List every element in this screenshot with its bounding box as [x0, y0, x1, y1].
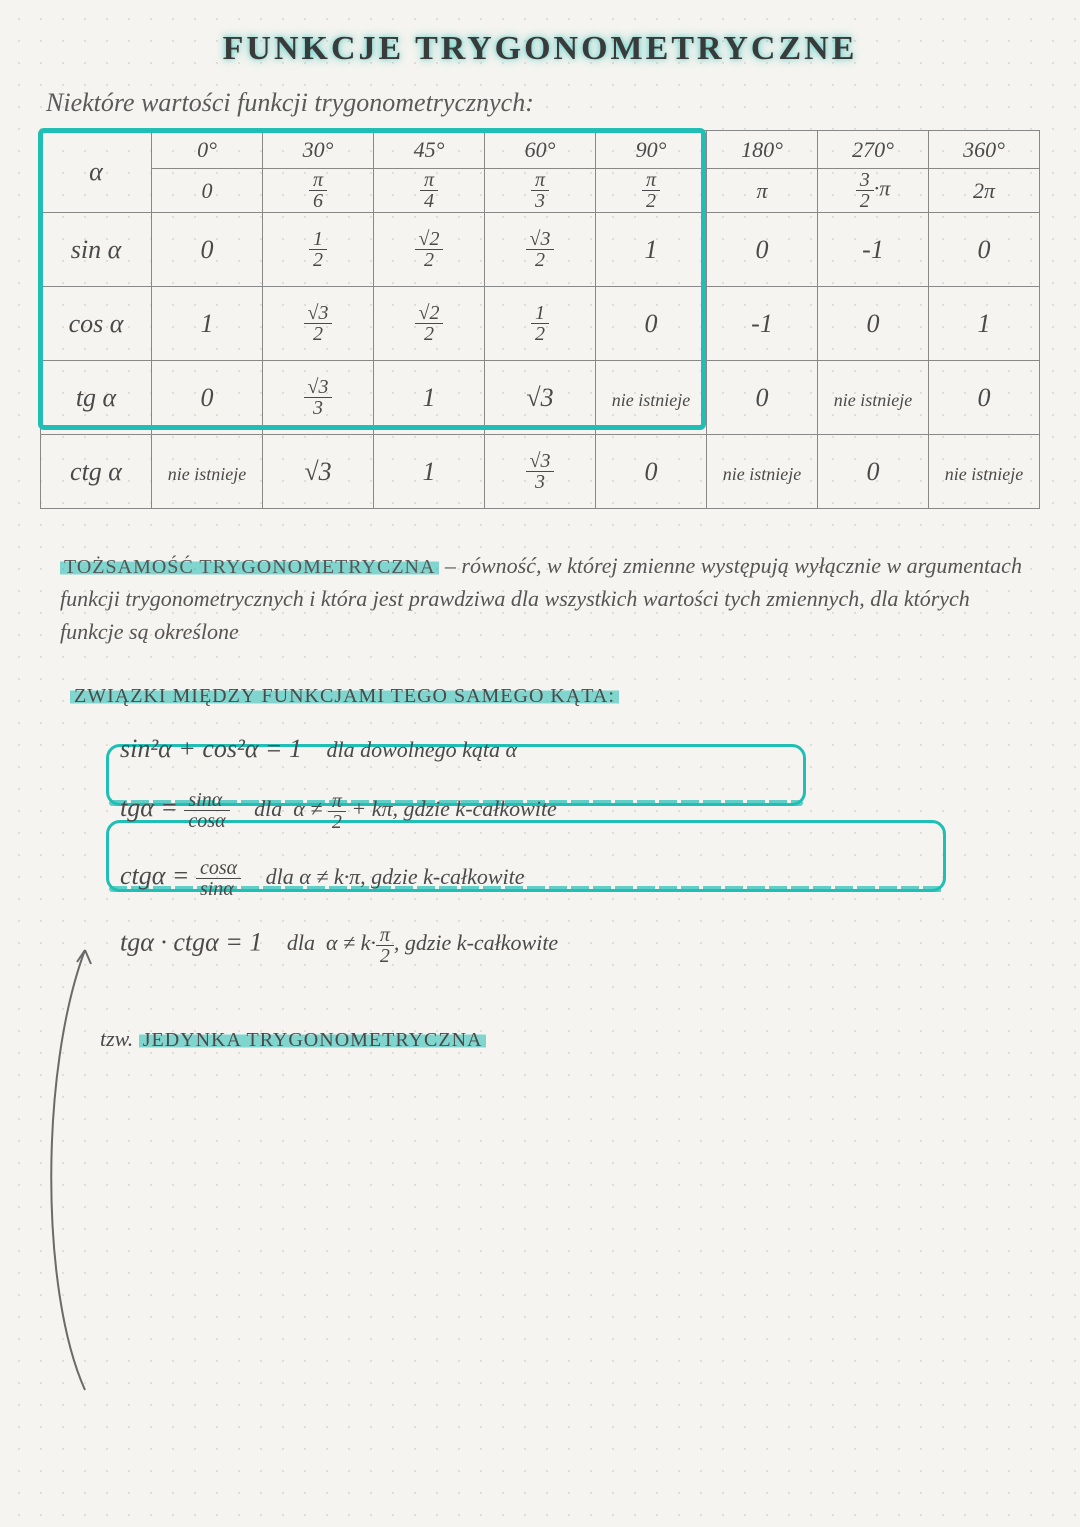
cos-0: 1	[152, 287, 263, 361]
sin-270: -1	[818, 213, 929, 287]
definition-paragraph: TOŻSAMOŚĆ TRYGONOMETRYCZNA – równość, w …	[60, 549, 1030, 648]
rad-4: π2	[596, 169, 707, 213]
formula-3-cond: dla α ≠ k·π, gdzie k-całkowite	[266, 864, 525, 889]
cos-360: 1	[929, 287, 1040, 361]
footnote-hl: JEDYNKA TRYGONOMETRYCZNA	[139, 1029, 487, 1051]
row-sin: sin α 0 12 √22 √32 1 0 -1 0	[41, 213, 1040, 287]
arrow-to-identity	[30, 930, 120, 1400]
rad-5: π	[707, 169, 818, 213]
sin-45: √22	[374, 213, 485, 287]
formulas-block: sin²α + cos²α = 1 dla dowolnego kąta α t…	[120, 734, 1040, 966]
sin-30: 12	[263, 213, 374, 287]
label-cos: cos α	[41, 287, 152, 361]
footnote: tzw. JEDYNKA TRYGONOMETRYCZNA	[100, 1026, 1040, 1052]
tg-60: √3	[485, 361, 596, 435]
cos-30: √32	[263, 287, 374, 361]
sin-60: √32	[485, 213, 596, 287]
rad-1: π6	[263, 169, 374, 213]
ctg-30: √3	[263, 435, 374, 509]
tg-360: 0	[929, 361, 1040, 435]
ctg-0: nie istnieje	[152, 435, 263, 509]
row-ctg: ctg α nie istnieje √3 1 √33 0 nie istnie…	[41, 435, 1040, 509]
deg-270: 270°	[818, 131, 929, 169]
rad-7: 2π	[929, 169, 1040, 213]
deg-180: 180°	[707, 131, 818, 169]
row-tg: tg α 0 √33 1 √3 nie istnieje 0 nie istni…	[41, 361, 1040, 435]
deg-60: 60°	[485, 131, 596, 169]
footnote-prefix: tzw.	[100, 1026, 139, 1051]
cos-270: 0	[818, 287, 929, 361]
formula-2: tgα = sinαcosα dla α ≠ π2 + kπ, gdzie k-…	[120, 790, 1040, 832]
ctg-90: 0	[596, 435, 707, 509]
subtitle: Niektóre wartości funkcji trygonometrycz…	[46, 88, 1040, 118]
label-sin: sin α	[41, 213, 152, 287]
section-relations-title: ZWIĄZKI MIĘDZY FUNKCJAMI TEGO SAMEGO KĄT…	[70, 682, 1040, 708]
label-tg: tg α	[41, 361, 152, 435]
tg-0: 0	[152, 361, 263, 435]
tg-270: nie istnieje	[818, 361, 929, 435]
formula-4-cond: dla α ≠ k·π2, gdzie k-całkowite	[287, 930, 558, 955]
formula-4: tgα · ctgα = 1 dla α ≠ k·π2, gdzie k-cał…	[120, 925, 1040, 966]
formula-3-eq: ctgα = cosαsinα	[120, 861, 241, 890]
tg-180: 0	[707, 361, 818, 435]
ctg-360: nie istnieje	[929, 435, 1040, 509]
page-title: FUNKCJE TRYGONOMETRYCZNE	[40, 30, 1040, 68]
rad-6: 32·π	[818, 169, 929, 213]
row-cos: cos α 1 √32 √22 12 0 -1 0 1	[41, 287, 1040, 361]
rad-0: 0	[152, 169, 263, 213]
formula-2-eq: tgα = sinαcosα	[120, 793, 230, 822]
deg-90: 90°	[596, 131, 707, 169]
formula-1-cond: dla dowolnego kąta α	[326, 737, 517, 762]
deg-360: 360°	[929, 131, 1040, 169]
row-degrees: α 0° 30° 45° 60° 90° 180° 270° 360°	[41, 131, 1040, 169]
rad-2: π4	[374, 169, 485, 213]
formula-1: sin²α + cos²α = 1 dla dowolnego kąta α	[120, 734, 1040, 764]
alpha-header: α	[41, 131, 152, 213]
sin-90: 1	[596, 213, 707, 287]
sin-0: 0	[152, 213, 263, 287]
formula-2-cond: dla α ≠ π2 + kπ, gdzie k-całkowite	[254, 796, 557, 821]
definition-term: TOŻSAMOŚĆ TRYGONOMETRYCZNA	[60, 556, 439, 578]
ctg-270: 0	[818, 435, 929, 509]
formula-1-eq: sin²α + cos²α = 1	[120, 734, 302, 763]
formula-4-eq: tgα · ctgα = 1	[120, 927, 262, 956]
deg-0: 0°	[152, 131, 263, 169]
trig-table-wrapper: α 0° 30° 45° 60° 90° 180° 270° 360° 0 π6…	[40, 130, 1040, 509]
formula-3: ctgα = cosαsinα dla α ≠ k·π, gdzie k-cał…	[120, 858, 1040, 899]
cos-60: 12	[485, 287, 596, 361]
cos-180: -1	[707, 287, 818, 361]
sin-180: 0	[707, 213, 818, 287]
ctg-45: 1	[374, 435, 485, 509]
rad-3: π3	[485, 169, 596, 213]
trig-values-table: α 0° 30° 45° 60° 90° 180° 270° 360° 0 π6…	[40, 130, 1040, 509]
tg-90: nie istnieje	[596, 361, 707, 435]
deg-45: 45°	[374, 131, 485, 169]
deg-30: 30°	[263, 131, 374, 169]
tg-30: √33	[263, 361, 374, 435]
label-ctg: ctg α	[41, 435, 152, 509]
cos-45: √22	[374, 287, 485, 361]
ctg-60: √33	[485, 435, 596, 509]
tg-45: 1	[374, 361, 485, 435]
cos-90: 0	[596, 287, 707, 361]
row-radians: 0 π6 π4 π3 π2 π 32·π 2π	[41, 169, 1040, 213]
ctg-180: nie istnieje	[707, 435, 818, 509]
sin-360: 0	[929, 213, 1040, 287]
